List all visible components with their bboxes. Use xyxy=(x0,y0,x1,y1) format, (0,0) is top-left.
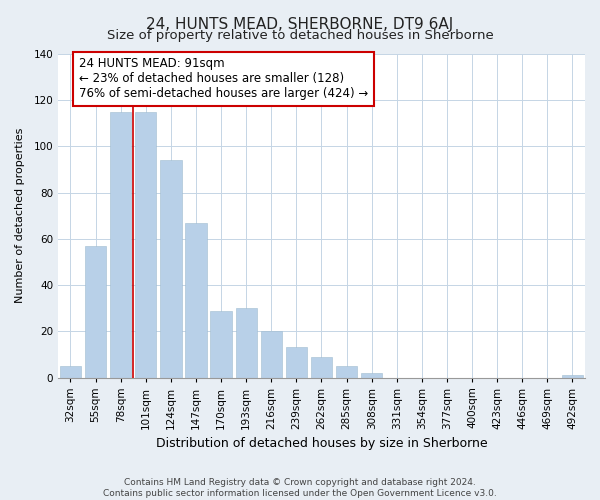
Text: 24, HUNTS MEAD, SHERBORNE, DT9 6AJ: 24, HUNTS MEAD, SHERBORNE, DT9 6AJ xyxy=(146,18,454,32)
Text: Size of property relative to detached houses in Sherborne: Size of property relative to detached ho… xyxy=(107,29,493,42)
Bar xyxy=(160,160,182,378)
Bar xyxy=(286,348,307,378)
Bar xyxy=(260,332,282,378)
Bar xyxy=(562,375,583,378)
Bar xyxy=(185,222,206,378)
Text: Contains HM Land Registry data © Crown copyright and database right 2024.
Contai: Contains HM Land Registry data © Crown c… xyxy=(103,478,497,498)
Bar xyxy=(211,310,232,378)
Bar xyxy=(336,366,357,378)
X-axis label: Distribution of detached houses by size in Sherborne: Distribution of detached houses by size … xyxy=(155,437,487,450)
Text: 24 HUNTS MEAD: 91sqm
← 23% of detached houses are smaller (128)
76% of semi-deta: 24 HUNTS MEAD: 91sqm ← 23% of detached h… xyxy=(79,58,368,100)
Bar xyxy=(361,373,382,378)
Bar xyxy=(135,112,157,378)
Bar xyxy=(110,112,131,378)
Bar xyxy=(60,366,81,378)
Bar xyxy=(85,246,106,378)
Bar xyxy=(236,308,257,378)
Bar xyxy=(311,356,332,378)
Y-axis label: Number of detached properties: Number of detached properties xyxy=(15,128,25,304)
